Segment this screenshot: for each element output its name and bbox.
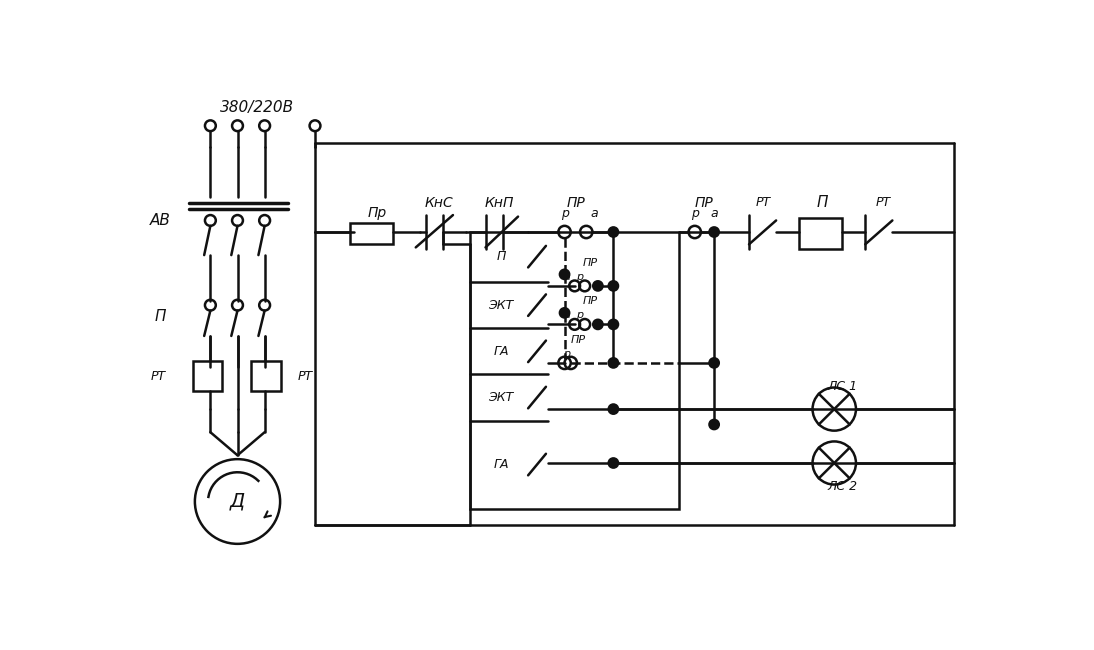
Bar (193, 361, 222, 391)
Text: ГА: ГА (493, 345, 509, 358)
Circle shape (710, 358, 719, 367)
Text: ЭКТ: ЭКТ (488, 391, 513, 404)
Text: ПР: ПР (583, 296, 597, 306)
Text: р: р (577, 310, 583, 320)
Circle shape (608, 320, 618, 329)
Text: ПР: ПР (567, 196, 585, 210)
Circle shape (608, 227, 618, 237)
Circle shape (593, 320, 603, 329)
Circle shape (560, 270, 569, 279)
Text: ЭКТ: ЭКТ (488, 298, 513, 311)
Text: ЛС 2: ЛС 2 (827, 480, 857, 493)
Text: р: р (560, 207, 569, 220)
Text: ЛС 1: ЛС 1 (827, 380, 857, 393)
Bar (350, 223, 393, 244)
Text: РТ: РТ (875, 196, 891, 209)
Circle shape (593, 281, 603, 291)
Text: РТ: РТ (755, 196, 770, 209)
Text: р: р (563, 348, 570, 359)
Text: КнП: КнП (485, 196, 514, 210)
Bar (470, 232, 679, 509)
Text: а: а (590, 207, 597, 220)
Circle shape (710, 420, 719, 429)
Circle shape (608, 404, 618, 413)
Text: а: а (563, 272, 570, 281)
Text: р: р (577, 272, 583, 281)
Text: а: а (710, 207, 718, 220)
Text: П: П (154, 309, 166, 324)
Circle shape (560, 308, 569, 317)
Text: а: а (563, 310, 570, 320)
Text: 380/220В: 380/220В (220, 99, 294, 115)
Text: АВ: АВ (150, 213, 171, 228)
Circle shape (710, 227, 719, 237)
Circle shape (608, 281, 618, 291)
Text: П: П (817, 195, 828, 210)
Text: Д: Д (230, 492, 245, 511)
Text: р: р (690, 207, 699, 220)
Text: РТ: РТ (151, 370, 166, 383)
Text: ПР: ПР (583, 258, 597, 268)
Bar (800, 218, 842, 249)
Text: РТ: РТ (299, 370, 313, 383)
Text: ГА: ГА (493, 458, 509, 471)
Text: КнС: КнС (424, 196, 453, 210)
Text: ПР: ПР (571, 335, 586, 344)
Circle shape (608, 458, 618, 467)
Bar (252, 361, 281, 391)
Text: П: П (497, 250, 505, 263)
Text: ПР: ПР (695, 196, 713, 210)
Text: Пр: Пр (368, 206, 386, 220)
Circle shape (608, 358, 618, 367)
